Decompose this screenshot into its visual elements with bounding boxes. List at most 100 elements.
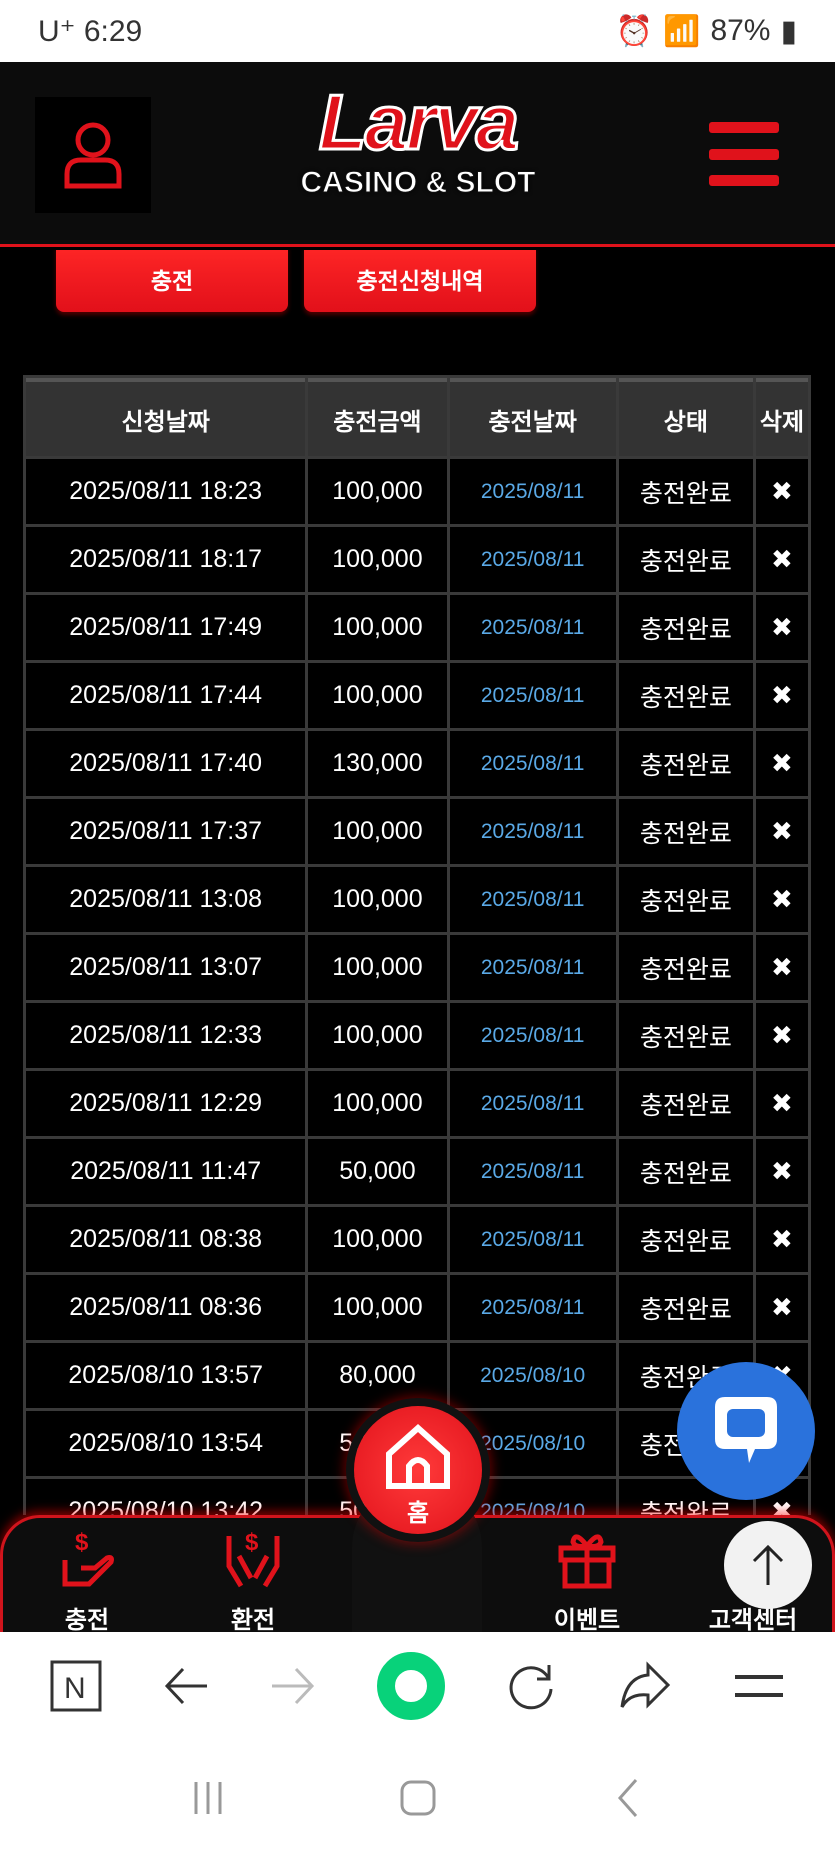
charge-date: 2025/08/10 <box>449 1343 616 1408</box>
status: 충전완료 <box>618 1071 753 1136</box>
status: 충전완료 <box>618 867 753 932</box>
scroll-top-button[interactable] <box>724 1521 812 1609</box>
carrier: U⁺ <box>38 14 76 48</box>
delete-button[interactable]: ✖ <box>755 1207 808 1272</box>
status: 충전완료 <box>618 1275 753 1340</box>
status: 충전완료 <box>618 935 753 1000</box>
request-date: 2025/08/11 17:37 <box>26 799 306 864</box>
user-button[interactable] <box>35 97 151 213</box>
home-button-icon[interactable] <box>398 1778 438 1818</box>
menu-icon[interactable] <box>733 1671 785 1701</box>
amount: 100,000 <box>308 1003 447 1068</box>
delete-button[interactable]: ✖ <box>755 595 808 660</box>
charge-history-table: 신청날짜 충전금액 충전날짜 상태 삭제 2025/08/11 18:23 100,000… <box>23 375 811 1515</box>
charge-date: 2025/08/11 <box>449 1139 616 1204</box>
charge-date: 2025/08/11 <box>449 731 616 796</box>
share-icon[interactable] <box>618 1661 672 1711</box>
status: 충전완료 <box>618 731 753 796</box>
delete-button[interactable]: ✖ <box>755 731 808 796</box>
delete-button[interactable]: ✖ <box>755 1071 808 1136</box>
status: 충전완료 <box>618 663 753 728</box>
nav-event[interactable]: 이벤트 <box>527 1526 647 1635</box>
charge-date: 2025/08/11 <box>449 1275 616 1340</box>
delete-button[interactable]: ✖ <box>755 935 808 1000</box>
main-content: 충전 충전신청내역 신청날짜 충전금액 충전날짜 상태 삭제 2025/08/11 18… <box>0 250 835 1515</box>
svg-text:N: N <box>64 1672 86 1705</box>
delete-button[interactable]: ✖ <box>755 1275 808 1340</box>
request-date: 2025/08/11 12:33 <box>26 1003 306 1068</box>
delete-button[interactable]: ✖ <box>755 799 808 864</box>
charge-date: 2025/08/11 <box>449 1071 616 1136</box>
table-row: 2025/08/11 17:49 100,000 2025/08/11 충전완료 ✖ <box>26 595 808 660</box>
user-icon <box>64 122 122 189</box>
logo[interactable]: Larva CASINO & SLOT <box>300 77 536 200</box>
amount: 100,000 <box>308 459 447 524</box>
delete-button[interactable]: ✖ <box>755 1003 808 1068</box>
charge-date: 2025/08/11 <box>449 935 616 1000</box>
request-date: 2025/08/11 11:47 <box>26 1139 306 1204</box>
chat-bubble-icon <box>715 1397 777 1463</box>
amount: 100,000 <box>308 1207 447 1272</box>
table-row: 2025/08/11 17:40 130,000 2025/08/11 충전완료 ✖ <box>26 731 808 796</box>
gift-icon <box>558 1534 616 1589</box>
green-dot-icon[interactable] <box>376 1651 446 1721</box>
amount: 100,000 <box>308 1275 447 1340</box>
amount: 100,000 <box>308 799 447 864</box>
table-row: 2025/08/11 08:38 100,000 2025/08/11 충전완료 ✖ <box>26 1207 808 1272</box>
forward-arrow-icon[interactable] <box>270 1663 316 1709</box>
request-date: 2025/08/11 08:36 <box>26 1275 306 1340</box>
delete-button[interactable]: ✖ <box>755 459 808 524</box>
battery-level: 87% <box>710 14 771 47</box>
table-row: 2025/08/11 13:08 100,000 2025/08/11 충전완료 ✖ <box>26 867 808 932</box>
charge-date: 2025/08/11 <box>449 527 616 592</box>
request-date: 2025/08/10 13:54 <box>26 1411 306 1476</box>
nav-exchange[interactable]: $ 환전 <box>193 1526 313 1635</box>
status: 충전완료 <box>618 1207 753 1272</box>
status: 충전완료 <box>618 459 753 524</box>
charge-date: 2025/08/11 <box>449 459 616 524</box>
request-date: 2025/08/11 13:08 <box>26 867 306 932</box>
recent-apps-icon[interactable] <box>188 1778 228 1818</box>
table-row: 2025/08/11 12:29 100,000 2025/08/11 충전완료 ✖ <box>26 1071 808 1136</box>
charge-date: 2025/08/11 <box>449 595 616 660</box>
delete-button[interactable]: ✖ <box>755 867 808 932</box>
request-date: 2025/08/11 17:44 <box>26 663 306 728</box>
delete-button[interactable]: ✖ <box>755 1139 808 1204</box>
amount: 100,000 <box>308 935 447 1000</box>
column-header: 충전금액 <box>308 378 447 456</box>
hand-coin-icon: $ <box>62 1529 114 1587</box>
request-date: 2025/08/11 12:29 <box>26 1071 306 1136</box>
alarm-icon: ⏰ <box>615 14 654 48</box>
nav-charge[interactable]: $ 충전 <box>27 1526 147 1635</box>
chat-button[interactable] <box>677 1362 815 1500</box>
delete-button[interactable]: ✖ <box>755 527 808 592</box>
request-date: 2025/08/11 18:17 <box>26 527 306 592</box>
back-icon[interactable] <box>608 1778 648 1818</box>
tab-charge-history[interactable]: 충전신청내역 <box>304 250 536 312</box>
amount: 100,000 <box>308 527 447 592</box>
house-icon <box>386 1423 450 1489</box>
arrow-up-icon <box>752 1544 784 1585</box>
charge-date: 2025/08/11 <box>449 867 616 932</box>
svg-text:$: $ <box>75 1529 89 1556</box>
table-row: 2025/08/11 11:47 50,000 2025/08/11 충전완료 ✖ <box>26 1139 808 1204</box>
naver-n-icon[interactable]: N <box>50 1660 102 1712</box>
hamburger-menu-icon[interactable] <box>709 122 779 186</box>
delete-button[interactable]: ✖ <box>755 663 808 728</box>
table-row: 2025/08/11 18:23 100,000 2025/08/11 충전완료 ✖ <box>26 459 808 524</box>
amount: 80,000 <box>308 1343 447 1408</box>
amount: 100,000 <box>308 1071 447 1136</box>
charge-date: 2025/08/11 <box>449 799 616 864</box>
charge-date: 2025/08/11 <box>449 663 616 728</box>
refresh-icon[interactable] <box>507 1661 557 1711</box>
tab-charge[interactable]: 충전 <box>56 250 288 312</box>
table-row: 2025/08/11 08:36 100,000 2025/08/11 충전완료 ✖ <box>26 1275 808 1340</box>
nav-support[interactable]: 고객센터 <box>708 1607 798 1634</box>
amount: 50,000 <box>308 1139 447 1204</box>
request-date: 2025/08/10 13:42 <box>26 1479 306 1515</box>
back-arrow-icon[interactable] <box>163 1663 209 1709</box>
nav-home[interactable]: 홈 <box>354 1406 482 1534</box>
svg-text:$: $ <box>245 1529 259 1556</box>
column-header: 충전날짜 <box>449 378 616 456</box>
hands-coin-icon: $ <box>226 1529 280 1588</box>
